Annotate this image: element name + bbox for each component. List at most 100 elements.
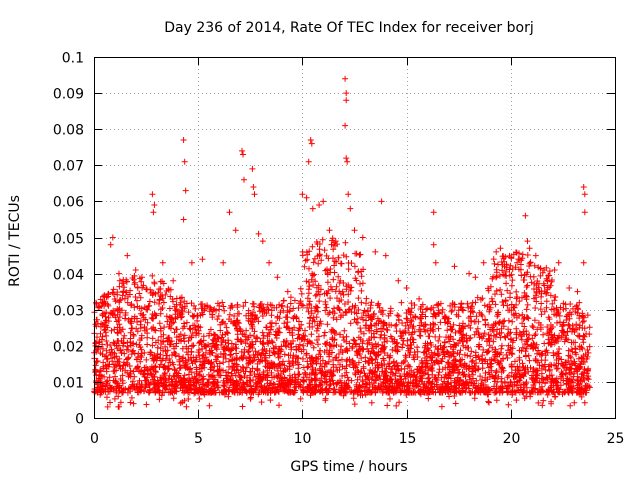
data-point	[181, 158, 188, 165]
data-point	[581, 209, 588, 216]
x-tick-label: 10	[294, 431, 312, 447]
data-point	[493, 248, 500, 255]
data-point	[251, 191, 258, 198]
data-point	[451, 263, 458, 270]
data-point	[299, 191, 306, 198]
data-point	[580, 259, 587, 266]
data-point	[501, 263, 508, 270]
data-point	[249, 165, 256, 172]
data-point	[574, 288, 581, 295]
x-tick-label: 20	[503, 431, 521, 447]
chart-title: Day 236 of 2014, Rate Of TEC Index for r…	[164, 20, 533, 36]
data-point	[347, 205, 354, 212]
data-point	[524, 238, 531, 245]
y-tick-label: 0.09	[53, 87, 84, 103]
data-point	[551, 267, 558, 273]
data-point	[320, 198, 327, 205]
y-tick-label: 0.01	[53, 376, 84, 392]
data-point	[188, 259, 195, 266]
data-point	[241, 176, 247, 183]
data-point	[316, 202, 323, 208]
data-point	[382, 252, 389, 259]
data-point	[403, 285, 410, 291]
data-point	[342, 122, 349, 129]
data-point	[430, 209, 437, 216]
data-point	[308, 140, 315, 147]
data-point	[309, 205, 316, 212]
data-points-layer	[91, 75, 593, 410]
data-point	[343, 155, 350, 162]
data-point	[132, 267, 139, 273]
data-point	[307, 137, 314, 143]
data-point	[430, 241, 437, 248]
data-point	[150, 209, 157, 216]
data-point	[220, 259, 227, 266]
x-tick-label: 5	[194, 431, 203, 447]
data-point	[232, 227, 239, 234]
x-tick-label: 15	[399, 431, 417, 447]
data-point	[170, 277, 177, 284]
data-point	[532, 252, 539, 259]
data-point	[480, 259, 487, 266]
y-tick-label: 0.02	[53, 340, 84, 356]
data-point	[159, 259, 166, 266]
data-point	[372, 248, 379, 255]
data-point	[378, 198, 385, 205]
data-point	[250, 184, 257, 190]
data-point	[305, 158, 312, 165]
x-axis-label: GPS time / hours	[290, 459, 407, 475]
data-point	[199, 256, 206, 263]
data-point	[514, 259, 521, 266]
data-point	[472, 274, 479, 281]
data-point	[555, 259, 562, 266]
data-point	[151, 202, 158, 208]
y-tick-label: 0.07	[53, 159, 84, 175]
data-point	[180, 216, 187, 223]
data-point	[255, 230, 262, 237]
data-point	[541, 267, 548, 273]
data-point	[432, 259, 439, 266]
data-point	[101, 292, 108, 299]
data-point	[266, 259, 273, 266]
data-point	[124, 252, 131, 259]
data-point	[351, 227, 358, 234]
axis-ticks	[94, 57, 616, 419]
y-tick-label: 0.06	[53, 195, 84, 211]
data-point	[522, 212, 529, 219]
data-point	[566, 285, 573, 291]
data-point	[109, 234, 116, 241]
data-point	[342, 75, 349, 82]
data-point	[343, 97, 350, 104]
data-point	[345, 191, 352, 198]
x-tick-label: 25	[607, 431, 625, 447]
x-tick-labels: 0 5 10 15 20 25	[90, 431, 624, 447]
data-point	[138, 274, 145, 281]
data-point	[259, 238, 266, 245]
data-point	[274, 274, 281, 281]
data-point	[359, 234, 366, 241]
y-tick-label: 0	[75, 412, 84, 428]
data-point	[116, 270, 122, 277]
data-point	[416, 295, 423, 302]
data-point-cloud	[91, 235, 593, 410]
y-tick-label: 0.04	[53, 268, 84, 284]
y-tick-label: 0.08	[53, 123, 84, 139]
y-axis-label: ROTI / TECUs	[7, 195, 23, 287]
data-point	[326, 227, 333, 234]
data-point	[332, 238, 339, 245]
data-point	[303, 194, 310, 201]
data-point	[240, 151, 246, 158]
y-tick-label: 0.03	[53, 304, 84, 320]
data-point	[239, 147, 245, 154]
data-point	[526, 245, 533, 252]
data-point	[149, 191, 156, 198]
y-tick-labels: 0 0.01 0.02 0.03 0.04 0.05 0.06 0.07 0.08 0.09 0.1	[53, 51, 84, 428]
data-point	[180, 137, 187, 143]
data-point	[466, 270, 473, 277]
data-point	[497, 245, 504, 252]
x-tick-label: 0	[90, 431, 99, 447]
y-tick-label: 0.05	[53, 232, 84, 248]
data-point	[107, 241, 114, 248]
data-point	[344, 158, 351, 165]
